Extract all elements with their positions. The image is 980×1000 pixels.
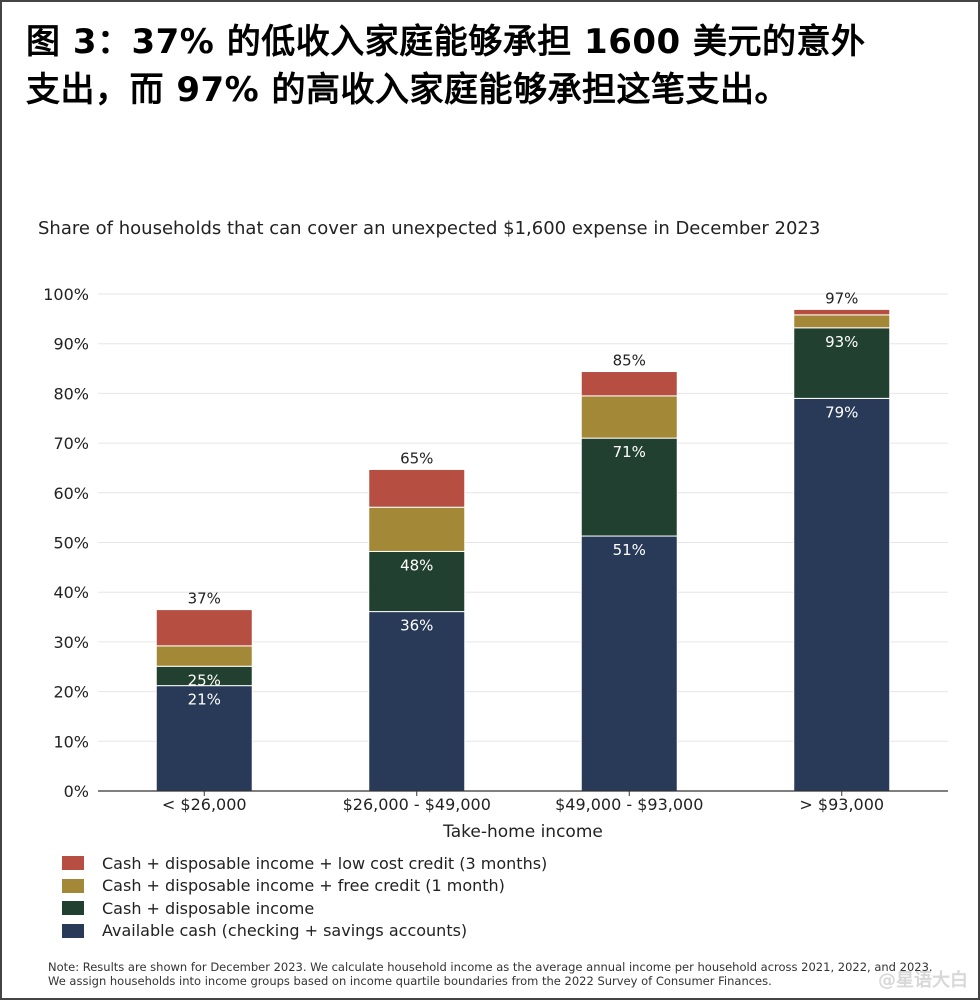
x-axis-ticks: < $26,000 $26,000 - $49,000 $49,000 - $93,… bbox=[162, 791, 884, 814]
bar-segment-available_cash bbox=[155, 685, 253, 792]
y-tick-label: 50% bbox=[53, 534, 89, 553]
y-axis-ticks: 0% 10% 20% 30% 40% 50% 60% 70% 80% 90% 100% bbox=[43, 285, 89, 801]
legend-label: Cash + disposable income + low cost cred… bbox=[102, 853, 548, 873]
x-tick-label: < $26,000 bbox=[162, 795, 247, 814]
bar-segment-available_cash bbox=[580, 535, 678, 792]
data-label-available-cash: 51% bbox=[613, 541, 646, 559]
legend: Cash + disposable income + low cost cred… bbox=[62, 852, 547, 942]
bar-segment-low_cost_credit bbox=[368, 468, 466, 508]
legend-item: Cash + disposable income bbox=[62, 897, 547, 920]
data-label-available-cash: 79% bbox=[825, 403, 858, 421]
legend-item: Cash + disposable income + free credit (… bbox=[62, 875, 547, 898]
bar-segment-free_credit bbox=[155, 645, 253, 667]
data-label-disposable-income: 71% bbox=[613, 443, 646, 461]
x-tick-label: > $93,000 bbox=[799, 795, 884, 814]
chart-title: Share of households that can cover an un… bbox=[38, 218, 821, 239]
y-tick-label: 90% bbox=[53, 335, 89, 354]
legend-swatch bbox=[62, 923, 84, 938]
data-label-disposable-income: 48% bbox=[400, 556, 433, 574]
figure-headline: 图 3：37% 的低收入家庭能够承担 1600 美元的意外 支出，而 97% 的… bbox=[26, 18, 956, 114]
y-tick-label: 10% bbox=[53, 732, 89, 751]
data-label-total: 85% bbox=[613, 352, 646, 370]
data-label-total: 65% bbox=[400, 449, 433, 467]
footnote-line-2: We assign households into income groups … bbox=[48, 974, 772, 988]
y-tick-label: 100% bbox=[43, 285, 89, 304]
data-label-available-cash: 21% bbox=[188, 691, 221, 709]
x-axis-label: Take-home income bbox=[442, 822, 603, 842]
x-tick-label: $49,000 - $93,000 bbox=[555, 795, 703, 814]
bar-segment-disposable_income bbox=[368, 550, 466, 613]
legend-label: Cash + disposable income + free credit (… bbox=[102, 876, 505, 896]
bar-segment-free_credit bbox=[793, 314, 891, 329]
bar-segment-low_cost_credit bbox=[793, 308, 891, 316]
bar-segment-low_cost_credit bbox=[580, 371, 678, 397]
x-tick-label: $26,000 - $49,000 bbox=[343, 795, 491, 814]
data-label-total: 97% bbox=[825, 289, 858, 307]
data-label-total: 37% bbox=[188, 590, 221, 608]
y-tick-label: 40% bbox=[53, 583, 89, 602]
headline-line-2: 支出，而 97% 的高收入家庭能够承担这笔支出。 bbox=[26, 70, 790, 110]
y-tick-label: 20% bbox=[53, 683, 89, 702]
legend-swatch bbox=[62, 856, 84, 871]
legend-label: Cash + disposable income bbox=[102, 898, 315, 918]
bar-segment-available_cash bbox=[368, 611, 466, 792]
data-labels: 21% 25% 37% 36% 48% 65% 51% 71% 85% 79% 93% 97% bbox=[188, 289, 859, 708]
y-tick-label: 70% bbox=[53, 434, 89, 453]
watermark-text: @星语大白 bbox=[878, 970, 968, 991]
bars bbox=[155, 308, 891, 792]
bar-segment-disposable_income bbox=[793, 327, 891, 399]
bar-segment-free_credit bbox=[580, 395, 678, 439]
legend-label: Available cash (checking + savings accou… bbox=[102, 921, 468, 941]
data-label-disposable-income: 93% bbox=[825, 333, 858, 351]
legend-swatch bbox=[62, 901, 84, 916]
footnote-line-1: Note: Results are shown for December 202… bbox=[48, 960, 933, 974]
data-label-disposable-income: 25% bbox=[188, 671, 221, 689]
bar-segment-available_cash bbox=[793, 397, 891, 792]
y-tick-label: 80% bbox=[53, 384, 89, 403]
legend-item: Available cash (checking + savings accou… bbox=[62, 920, 547, 943]
bar-segment-disposable_income bbox=[580, 437, 678, 537]
legend-swatch bbox=[62, 878, 84, 893]
y-tick-label: 0% bbox=[64, 782, 89, 801]
bar-segment-low_cost_credit bbox=[155, 609, 253, 647]
headline-line-1: 图 3：37% 的低收入家庭能够承担 1600 美元的意外 bbox=[26, 22, 866, 62]
bar-segment-free_credit bbox=[368, 506, 466, 552]
data-label-available-cash: 36% bbox=[400, 617, 433, 635]
y-tick-label: 30% bbox=[53, 633, 89, 652]
legend-item: Cash + disposable income + low cost cred… bbox=[62, 852, 547, 875]
y-tick-label: 60% bbox=[53, 484, 89, 503]
footnote: Note: Results are shown for December 202… bbox=[48, 960, 958, 988]
